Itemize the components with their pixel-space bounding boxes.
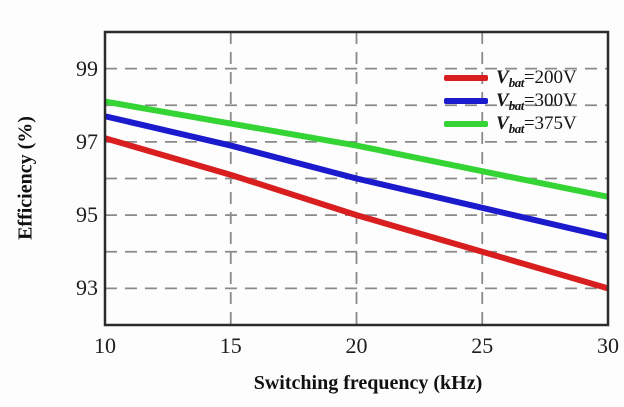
y-tick-label-93: 93: [76, 275, 98, 301]
series-line-vbat-375v: [104, 98, 609, 200]
x-tick-label-10: 10: [94, 333, 116, 358]
x-tick-label-15: 15: [219, 333, 242, 358]
legend: Vbat=200V Vbat=300V Vbat=375V: [444, 66, 577, 135]
legend-item-vbat-300v: Vbat=300V: [444, 89, 577, 112]
series-line-vbat-200v: [104, 135, 609, 292]
y-tick-label-99: 99: [76, 55, 98, 81]
series-line-vbat-300v: [104, 113, 609, 241]
legend-item-vbat-200v: Vbat=200V: [444, 66, 577, 89]
legend-line-swatch-red: [444, 74, 488, 81]
legend-label-vbat-375v: Vbat=375V: [496, 112, 577, 136]
legend-label-vbat-300v: Vbat=300V: [496, 89, 577, 113]
y-tick-label-97: 97: [76, 128, 98, 154]
x-axis-title: Switching frequency (kHz): [253, 372, 483, 394]
x-tick-label-20: 20: [345, 333, 368, 358]
legend-label-vbat-200v: Vbat=200V: [496, 66, 577, 90]
x-tick-label-30: 30: [597, 333, 619, 358]
x-tick-label-25: 25: [471, 333, 494, 358]
legend-line-swatch-green: [444, 120, 488, 127]
axes-border: [103, 30, 610, 327]
legend-item-vbat-375v: Vbat=375V: [444, 112, 577, 135]
legend-line-swatch-blue: [444, 97, 488, 104]
y-axis-title: Efficiency (%): [14, 116, 37, 240]
y-tick-label-95: 95: [76, 202, 98, 228]
